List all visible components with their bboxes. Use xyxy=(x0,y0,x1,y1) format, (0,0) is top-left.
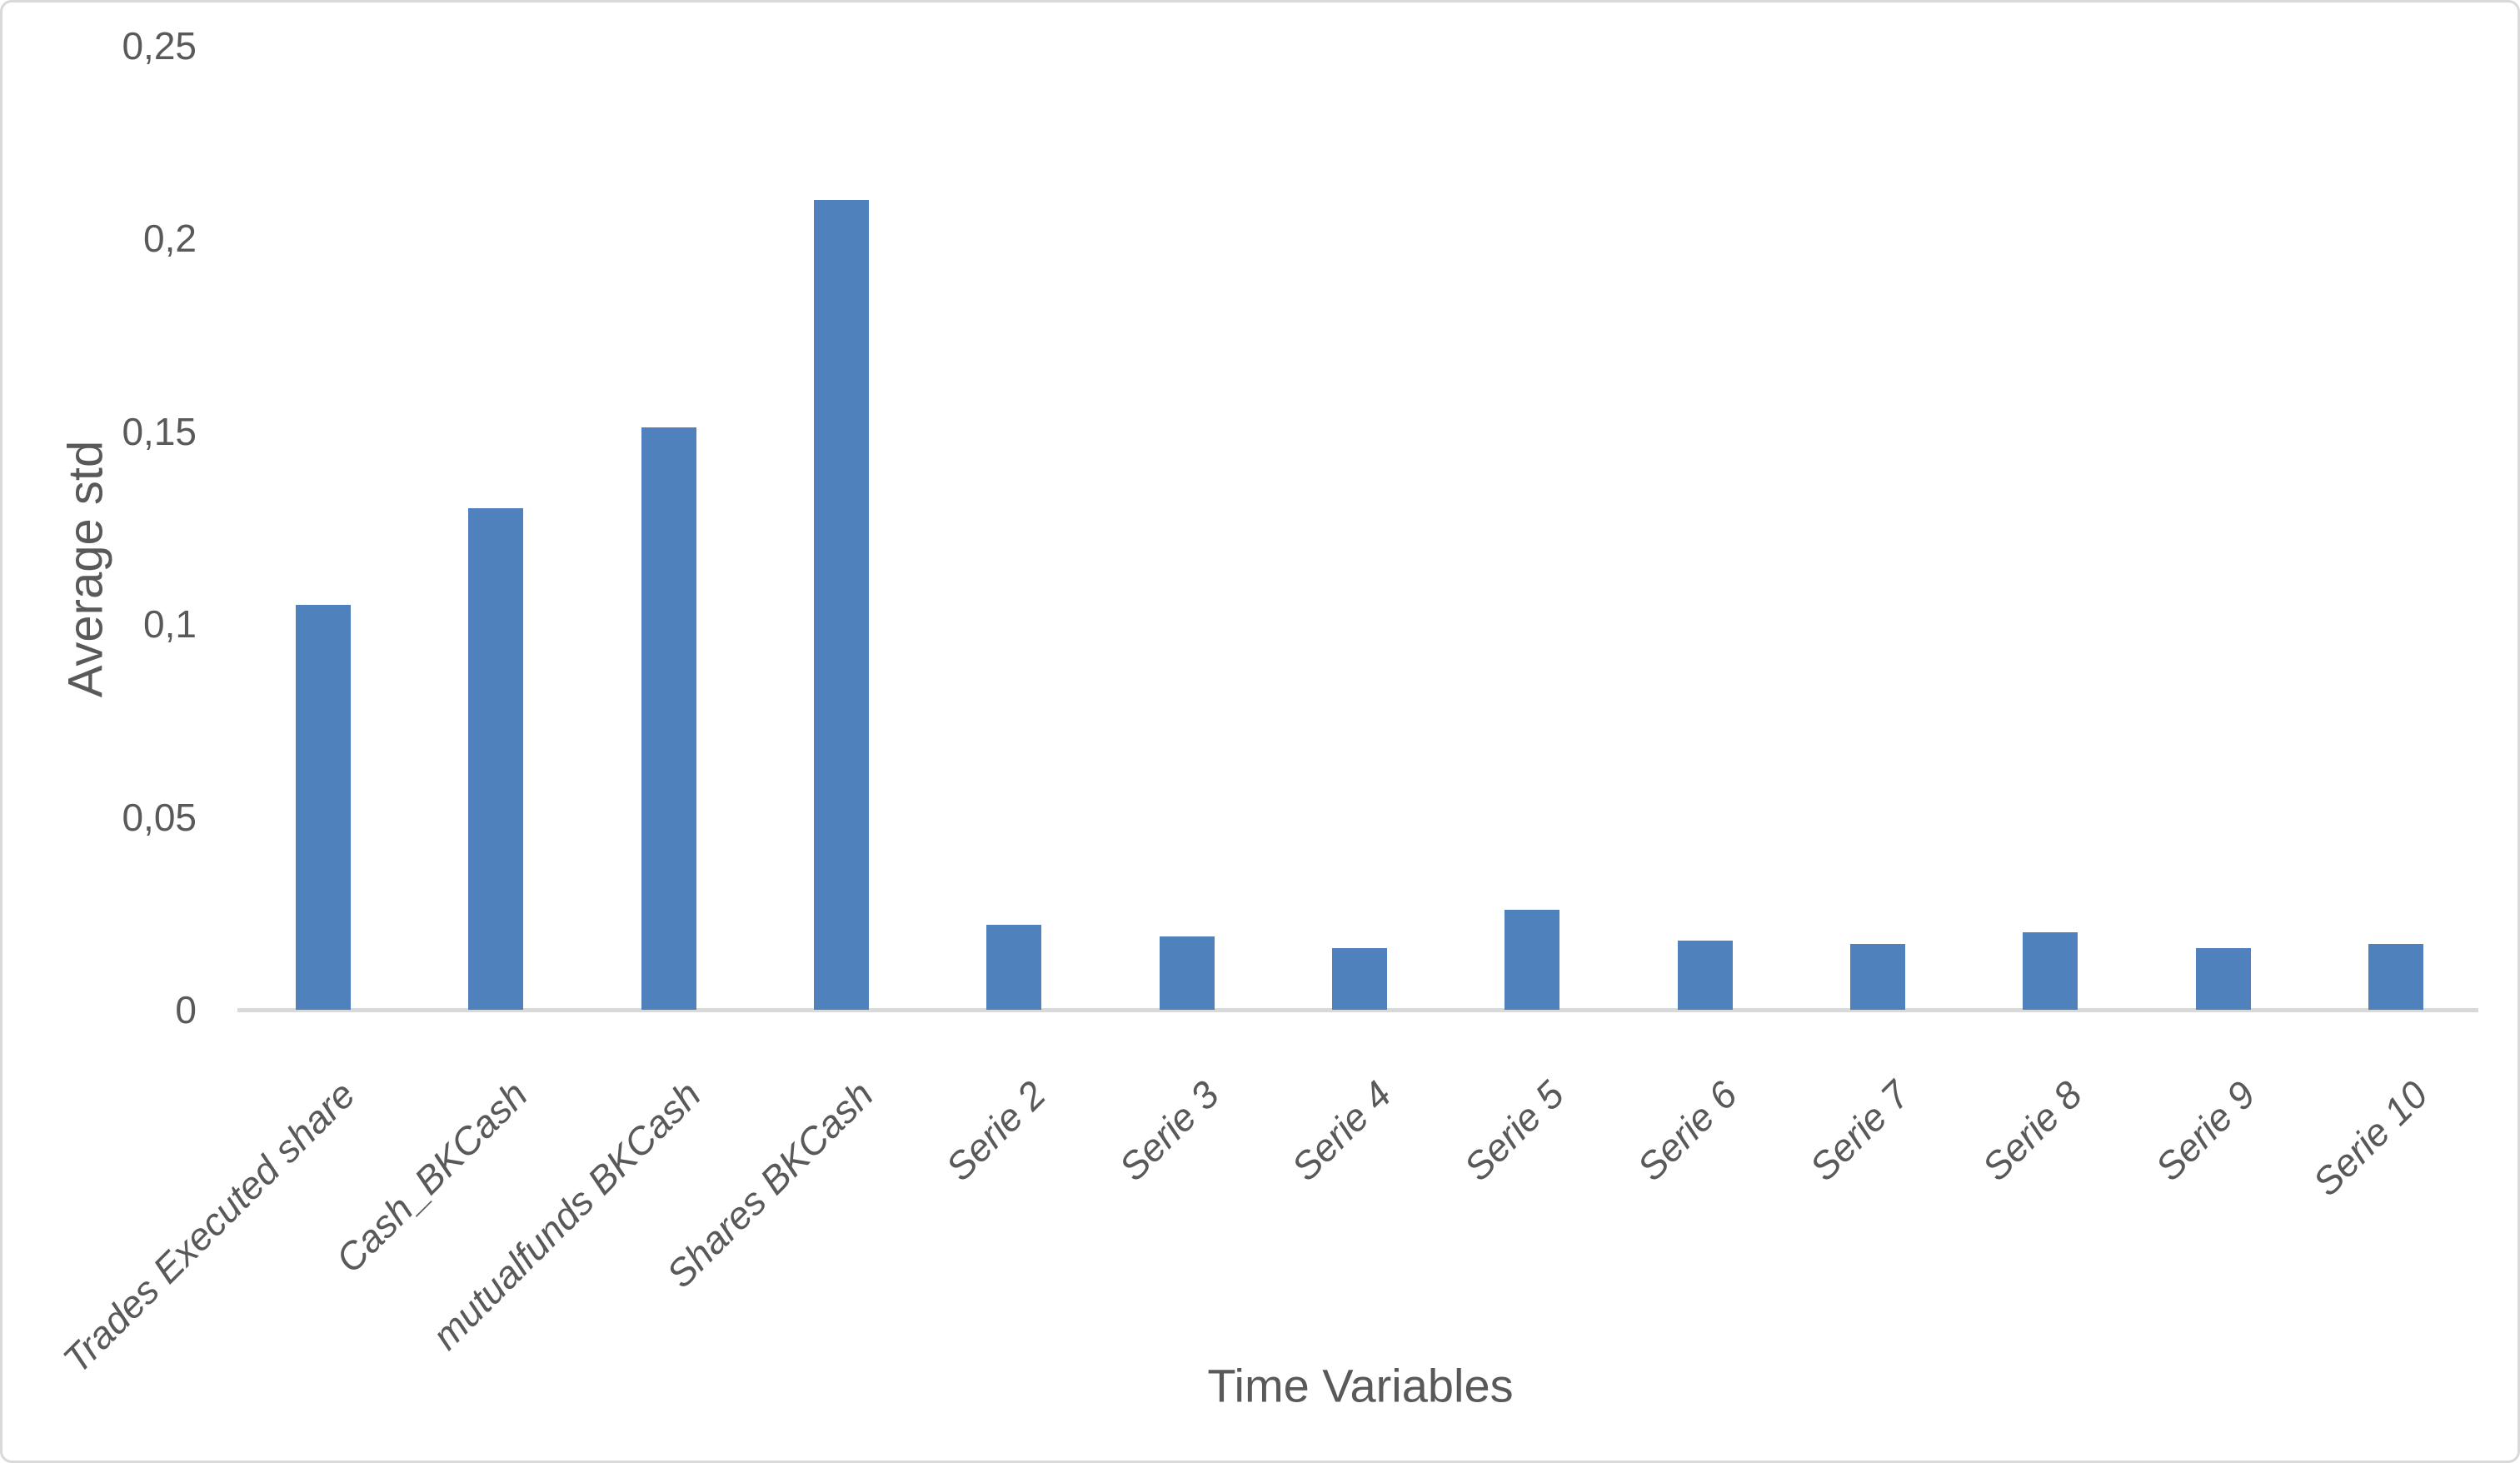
x-category-label: Serie 10 xyxy=(2304,1072,2437,1205)
y-tick-label: 0,15 xyxy=(122,409,197,453)
bar xyxy=(1850,944,1905,1010)
y-axis-title: Average std xyxy=(58,440,113,698)
bar xyxy=(986,925,1041,1010)
x-category-label: Serie 9 xyxy=(2147,1072,2264,1190)
bar xyxy=(1332,948,1387,1010)
x-category-label: Trades Executed share xyxy=(54,1072,364,1381)
x-category-label: Serie 5 xyxy=(1455,1072,1573,1190)
x-category-label: Serie 6 xyxy=(1629,1072,1746,1190)
bar xyxy=(1505,910,1559,1010)
bar xyxy=(296,605,351,1010)
x-category-label: Serie 4 xyxy=(1283,1072,1400,1190)
bar xyxy=(814,200,869,1010)
bar xyxy=(2196,948,2251,1010)
x-category-label: Serie 7 xyxy=(1801,1072,1919,1190)
x-category-label: Serie 8 xyxy=(1974,1072,2091,1190)
y-tick-label: 0 xyxy=(175,988,197,1031)
y-tick-label: 0,1 xyxy=(143,602,197,647)
bar xyxy=(1678,941,1733,1010)
y-tick-label: 0,25 xyxy=(122,24,197,67)
x-category-label: Serie 2 xyxy=(937,1072,1055,1190)
bar xyxy=(1160,936,1215,1010)
bar xyxy=(2023,932,2078,1010)
x-axis-line xyxy=(237,1008,2478,1012)
y-tick-label: 0,05 xyxy=(122,795,197,839)
y-tick-label: 0,2 xyxy=(143,217,197,261)
bar xyxy=(2368,944,2423,1010)
x-axis-title: Time Variables xyxy=(1207,1359,1514,1412)
x-category-label: Serie 3 xyxy=(1110,1072,1228,1190)
bar xyxy=(468,508,523,1010)
bar xyxy=(641,427,696,1010)
